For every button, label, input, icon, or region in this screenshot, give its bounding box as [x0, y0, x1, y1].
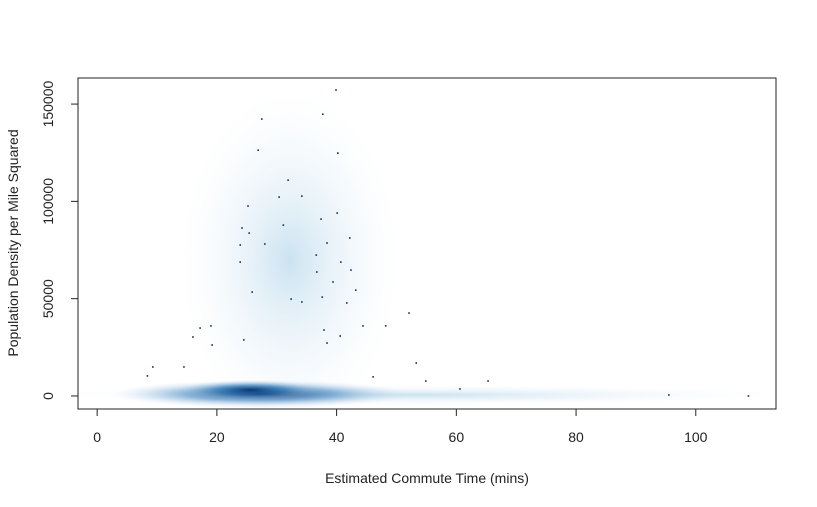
point [278, 196, 280, 198]
point [239, 244, 242, 246]
x-tick-label: 20 [209, 429, 225, 445]
point [247, 205, 249, 207]
point [211, 344, 213, 346]
point [326, 242, 328, 244]
point [320, 218, 322, 220]
point [243, 339, 245, 341]
point [747, 395, 750, 397]
point [339, 261, 342, 263]
density-layer [78, 90, 776, 409]
point [384, 325, 387, 327]
x-tick-label: 80 [568, 429, 584, 445]
point [354, 289, 357, 291]
point [415, 362, 418, 364]
point [183, 366, 185, 368]
point [146, 375, 149, 377]
point [326, 342, 328, 344]
point [336, 212, 339, 214]
point [408, 312, 410, 314]
point [337, 152, 339, 154]
point [348, 237, 351, 239]
point [323, 329, 325, 331]
point [668, 394, 670, 396]
point [290, 298, 292, 300]
point [301, 301, 303, 303]
point [425, 380, 427, 382]
point [345, 302, 348, 304]
point [241, 227, 243, 229]
y-tick-label: 100000 [40, 178, 56, 225]
point [332, 281, 334, 283]
point [301, 195, 303, 197]
point [335, 89, 337, 91]
point [362, 325, 364, 327]
point [350, 269, 352, 271]
density-shade [180, 90, 400, 409]
x-tick-label: 60 [449, 429, 465, 445]
point [487, 380, 489, 382]
point [287, 179, 289, 181]
point [192, 336, 194, 338]
x-tick-label: 100 [684, 429, 708, 445]
point [339, 335, 341, 337]
point [251, 291, 254, 293]
x-axis-label: Estimated Commute Time (mins) [325, 470, 529, 486]
point [152, 366, 154, 368]
x-tick-label: 40 [329, 429, 345, 445]
y-axis-label: Population Density per Mile Squared [5, 129, 21, 356]
x-tick-label: 0 [93, 429, 101, 445]
plot-frame [77, 77, 777, 410]
y-tick-label: 150000 [40, 81, 56, 128]
point [239, 261, 242, 263]
point [257, 149, 259, 151]
point [199, 327, 201, 329]
point [372, 376, 374, 378]
point [321, 296, 324, 298]
y-tick-label: 50000 [40, 279, 56, 318]
point [316, 271, 318, 273]
point [248, 232, 251, 234]
point [459, 388, 461, 390]
point [260, 118, 263, 120]
density-shade [180, 380, 320, 400]
point [282, 224, 285, 226]
point [210, 325, 212, 327]
point [315, 254, 318, 256]
point [263, 243, 266, 245]
point [322, 113, 324, 115]
y-tick-label: 0 [40, 392, 56, 400]
